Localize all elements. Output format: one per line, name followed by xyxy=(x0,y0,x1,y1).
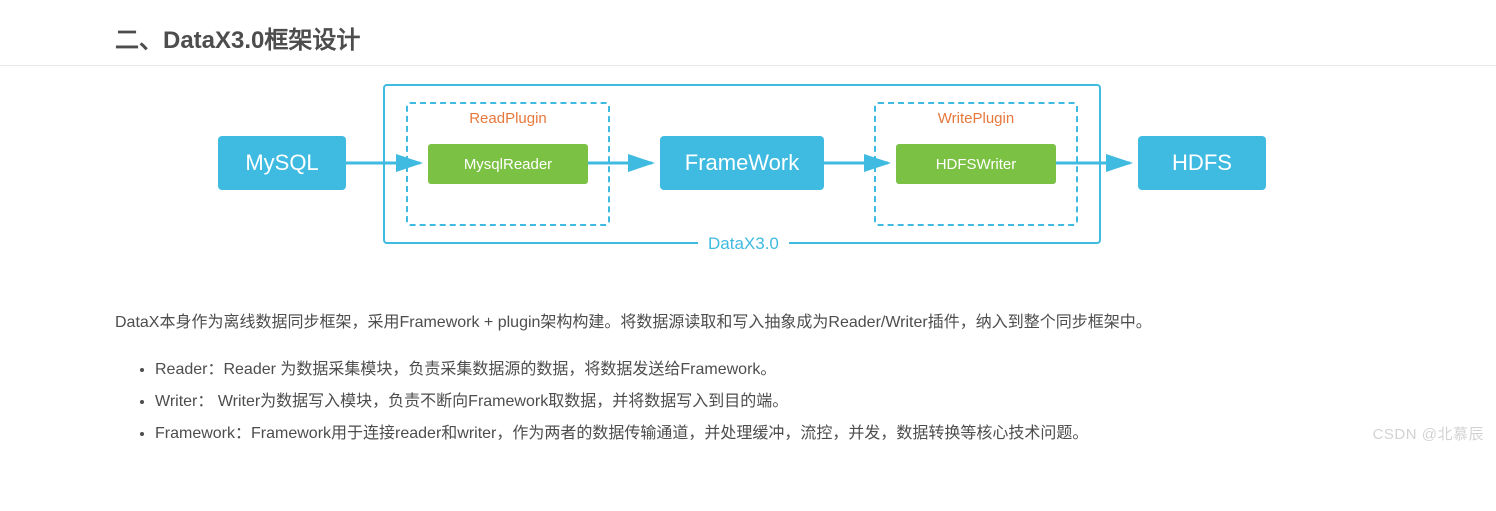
node-hdfswriter: HDFSWriter xyxy=(896,144,1056,184)
datax-outer-label: DataX3.0 xyxy=(698,234,789,254)
bullet-list: Reader：Reader 为数据采集模块，负责采集数据源的数据，将数据发送给F… xyxy=(0,354,1496,450)
list-item: Framework：Framework用于连接reader和writer，作为两… xyxy=(155,418,1381,450)
intro-paragraph: DataX本身作为离线数据同步框架，采用Framework + plugin架构… xyxy=(0,309,1496,336)
watermark: CSDN @北慕辰 xyxy=(1373,423,1484,444)
readplugin-label: ReadPlugin xyxy=(408,110,608,127)
node-mysql: MySQL xyxy=(218,136,346,190)
node-framework: FrameWork xyxy=(660,136,824,190)
arrow-3 xyxy=(824,154,896,172)
node-hdfs: HDFS xyxy=(1138,136,1266,190)
arrow-4 xyxy=(1056,154,1138,172)
architecture-diagram: DataX3.0 MySQL ReadPlugin MysqlReader Fr… xyxy=(218,84,1278,279)
list-item: Writer： Writer为数据写入模块，负责不断向Framework取数据，… xyxy=(155,386,1381,418)
list-item: Reader：Reader 为数据采集模块，负责采集数据源的数据，将数据发送给F… xyxy=(155,354,1381,386)
section-heading: 二、DataX3.0框架设计 xyxy=(0,20,1496,66)
writeplugin-label: WritePlugin xyxy=(876,110,1076,127)
arrow-1 xyxy=(346,154,428,172)
node-mysqlreader: MysqlReader xyxy=(428,144,588,184)
arrow-2 xyxy=(588,154,660,172)
